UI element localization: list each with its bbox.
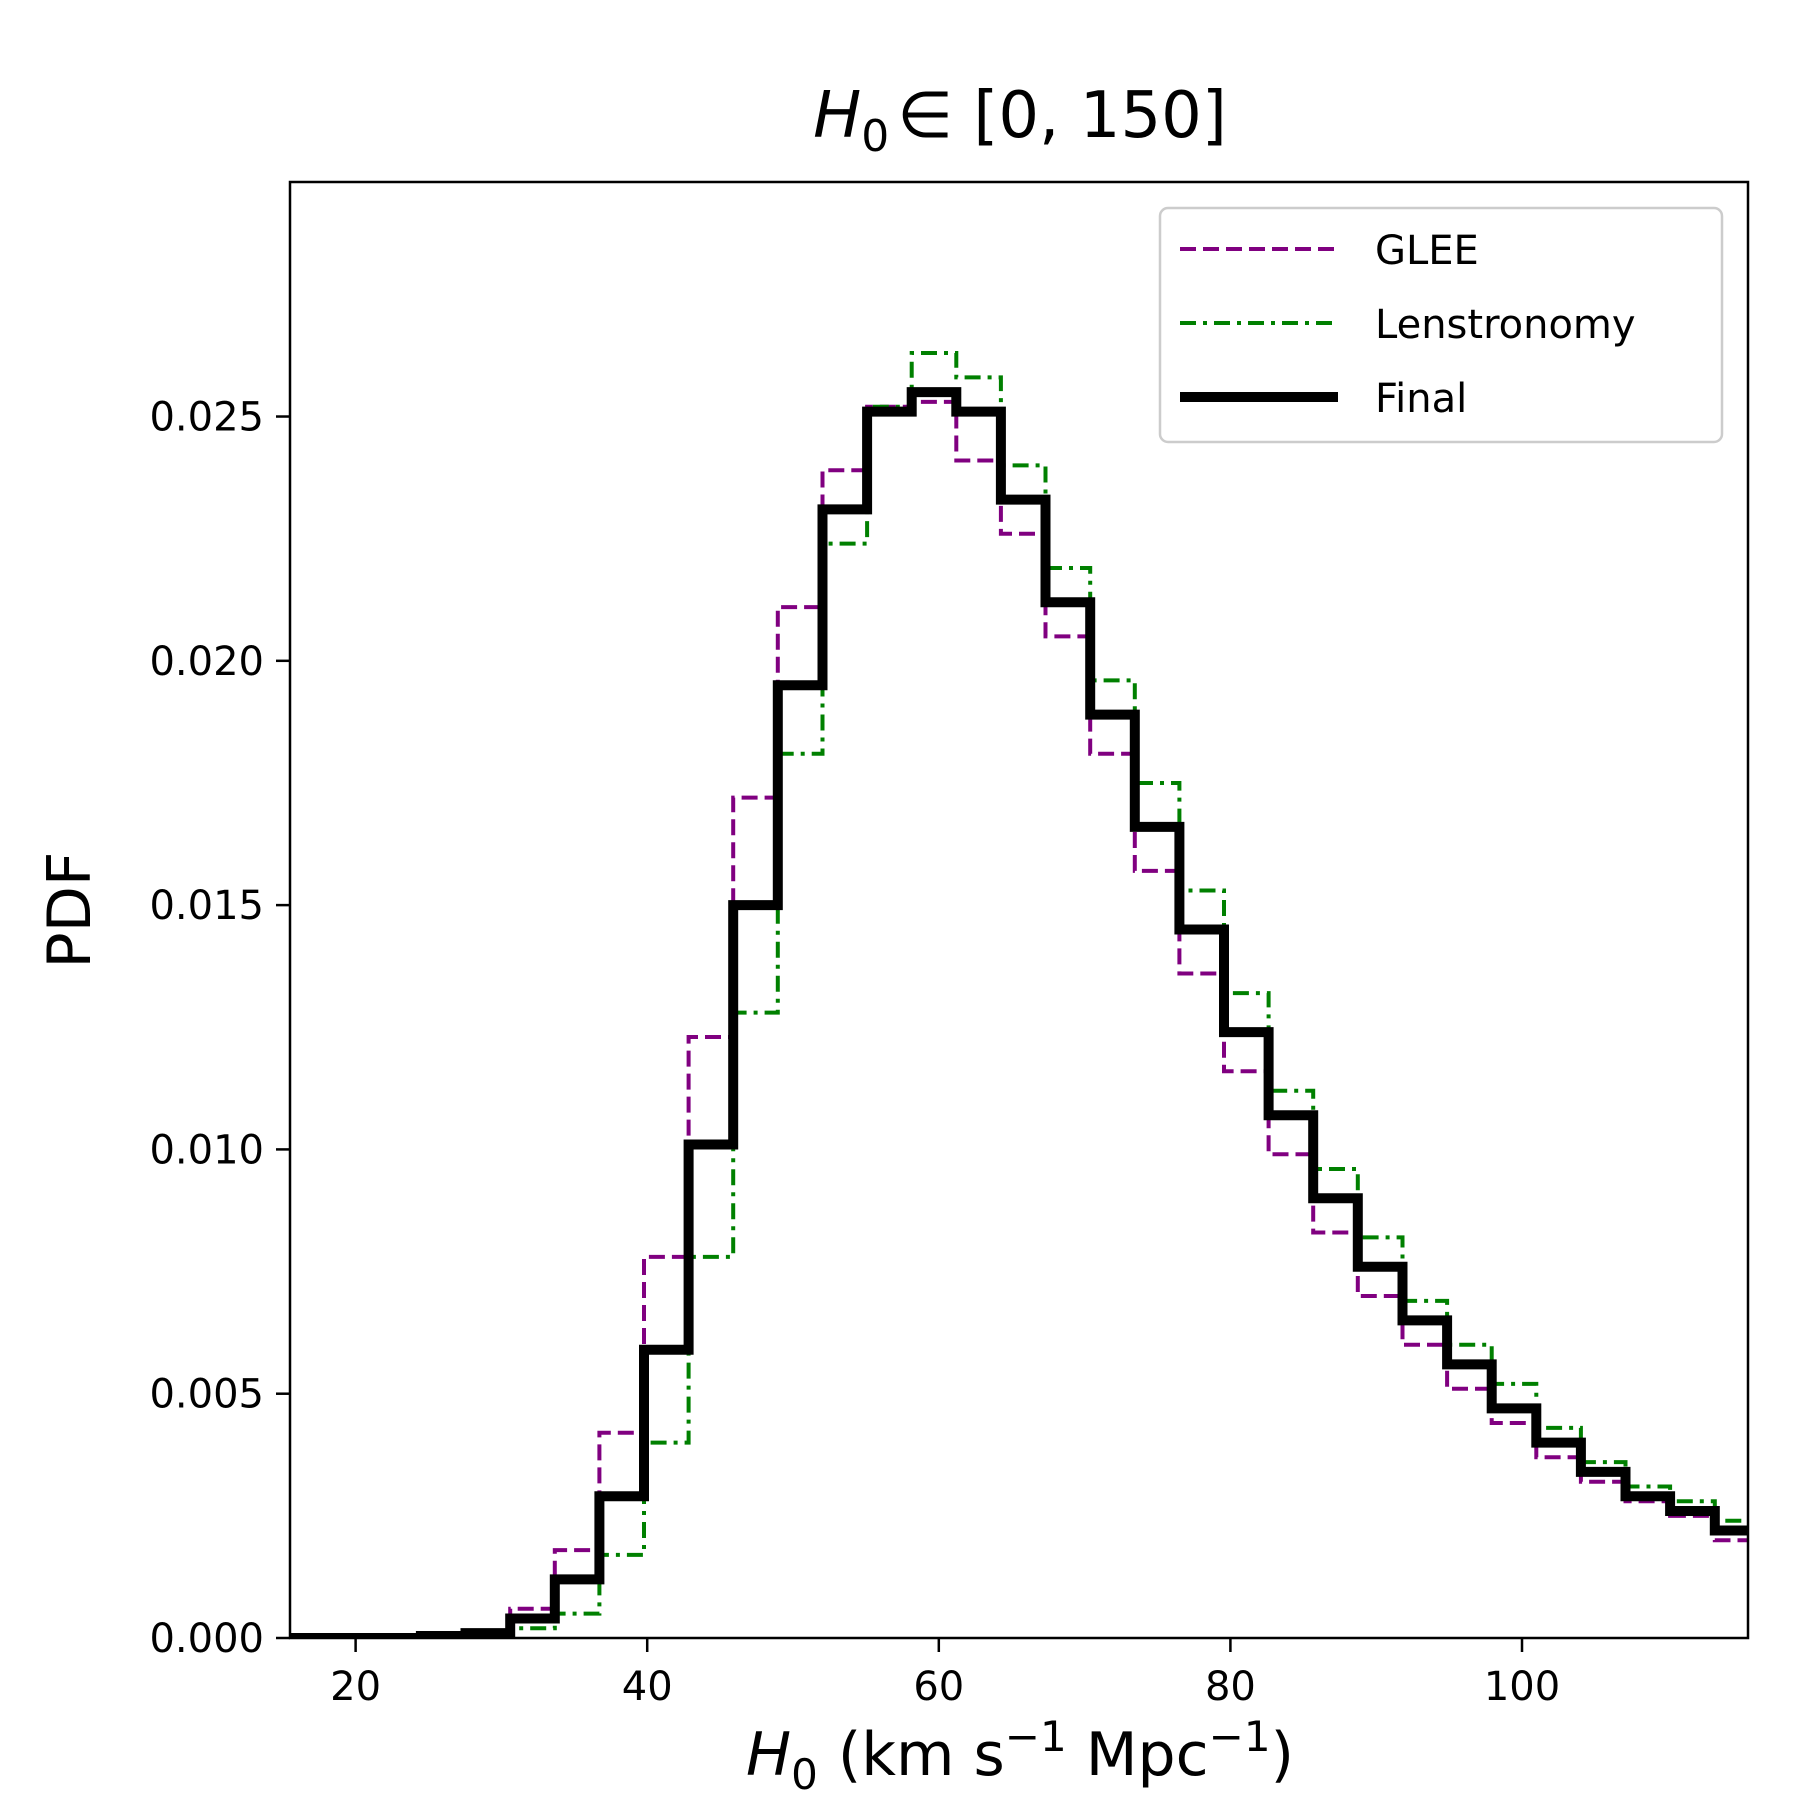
series-lenstronomy xyxy=(290,351,1748,1638)
x-axis-ticks: 20 40 60 80 100 xyxy=(330,1638,1560,1710)
y-tick-label: 0.010 xyxy=(149,1127,264,1173)
plot-frame xyxy=(288,180,1750,1640)
series-glee xyxy=(290,399,1748,1638)
legend-box xyxy=(1158,206,1724,444)
y-tick-label: 0.000 xyxy=(149,1616,264,1662)
x-tick-label: 60 xyxy=(913,1664,964,1710)
x-tick-label: 80 xyxy=(1205,1664,1256,1710)
legend: GLEE Lenstronomy Final xyxy=(1158,206,1724,444)
y-tick-label: 0.025 xyxy=(149,395,264,441)
x-axis-label: H0 (km s−1 Mpc−1) xyxy=(746,1712,1294,1799)
chart-title: H0 ∈ [0, 150] xyxy=(813,79,1227,162)
series-layer xyxy=(290,351,1748,1638)
x-tick-label: 40 xyxy=(622,1664,673,1710)
y-axis-label: PDF xyxy=(35,852,105,969)
x-tick-label: 20 xyxy=(330,1664,381,1710)
y-axis-ticks: 0.000 0.005 0.010 0.015 0.020 0.025 xyxy=(149,395,290,1662)
y-tick-label: 0.015 xyxy=(149,883,264,929)
legend-label-final: Final xyxy=(1375,376,1467,422)
y-tick-label: 0.020 xyxy=(149,639,264,685)
legend-label-lenstronomy: Lenstronomy xyxy=(1375,302,1636,348)
y-tick-label: 0.005 xyxy=(149,1372,264,1418)
legend-label-glee: GLEE xyxy=(1375,228,1479,274)
x-tick-label: 100 xyxy=(1484,1664,1560,1710)
series-final xyxy=(290,387,1748,1638)
